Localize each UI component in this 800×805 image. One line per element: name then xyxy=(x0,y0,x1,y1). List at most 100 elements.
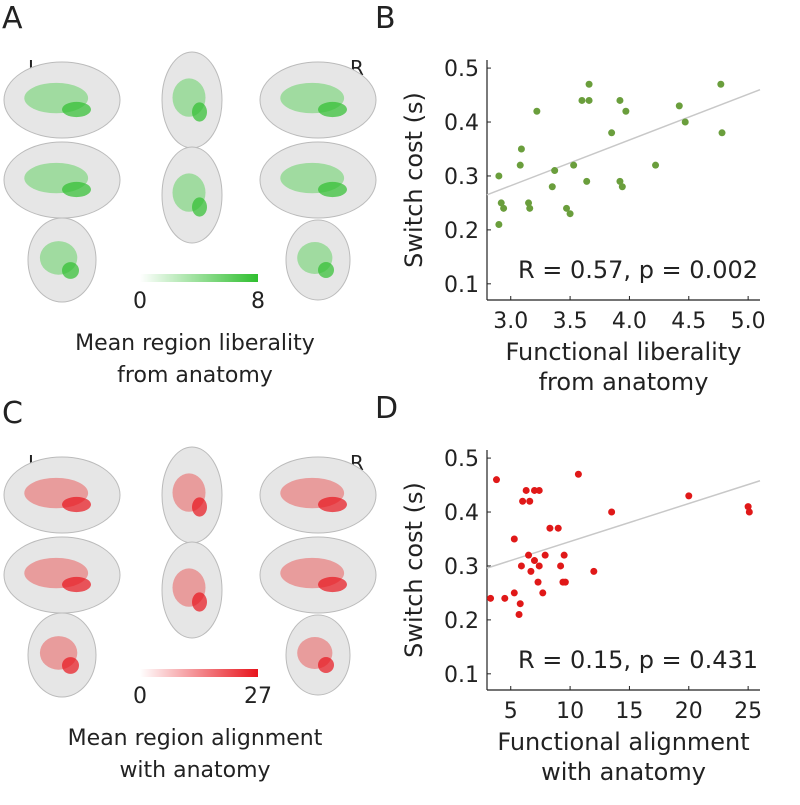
brain-region xyxy=(318,657,334,673)
stat-annotation: R = 0.57, p = 0.002 xyxy=(518,256,758,284)
scatter-point xyxy=(551,167,559,175)
scatter-point xyxy=(622,107,630,115)
scatter-point xyxy=(590,567,598,575)
brain-region xyxy=(62,496,91,513)
x-axis-label: Functional liberality xyxy=(506,338,742,366)
x-tick-label: 15 xyxy=(615,699,643,724)
scatter-point xyxy=(517,145,525,153)
scatter-point xyxy=(500,204,508,212)
scatter-point xyxy=(516,161,524,169)
scatter-point xyxy=(585,96,593,104)
panel-letter: D xyxy=(375,391,398,426)
x-tick-label: 10 xyxy=(556,699,584,724)
scatter-point xyxy=(608,508,616,516)
scatter-point xyxy=(533,107,541,115)
colorbar-tick-label: 0 xyxy=(133,289,147,314)
y-tick-label: 0.2 xyxy=(444,609,479,634)
scatter-point xyxy=(527,567,535,575)
scatter-point xyxy=(510,535,518,543)
panel-letter: C xyxy=(2,396,23,431)
scatter-point xyxy=(561,578,569,586)
scatter-point xyxy=(534,578,542,586)
y-tick-label: 0.1 xyxy=(444,663,479,688)
scatter-point xyxy=(492,476,500,484)
scatter-point xyxy=(541,551,549,559)
y-tick-label: 0.4 xyxy=(444,501,479,526)
y-tick-label: 0.4 xyxy=(444,111,479,136)
y-axis-label: Switch cost (s) xyxy=(400,92,428,268)
brain-region xyxy=(192,592,207,612)
brain-region xyxy=(318,262,334,278)
scatter-point xyxy=(530,557,538,565)
x-tick-label: 20 xyxy=(675,699,703,724)
x-tick-label: 25 xyxy=(734,699,762,724)
caption: Mean region alignment xyxy=(68,726,323,751)
scatter-point xyxy=(681,118,689,126)
fit-line xyxy=(486,88,761,196)
y-tick-label: 0.5 xyxy=(444,57,479,82)
scatter-point xyxy=(745,508,753,516)
scatter-point xyxy=(574,470,582,478)
scatter-point xyxy=(717,80,725,88)
brain-region xyxy=(318,181,347,198)
scatter-point xyxy=(557,562,565,570)
scatter-point xyxy=(718,129,726,137)
brain-region xyxy=(62,576,91,593)
scatter-point xyxy=(616,177,624,185)
scatter-point xyxy=(546,524,554,532)
scatter-point xyxy=(525,551,533,559)
scatter-point xyxy=(525,199,533,207)
scatter-point xyxy=(570,161,578,169)
scatter-point xyxy=(652,161,660,169)
y-tick-label: 0.2 xyxy=(444,219,479,244)
scatter-point xyxy=(535,486,543,494)
scatter-point xyxy=(675,102,683,110)
brain-region xyxy=(318,101,347,118)
scatter-point xyxy=(495,220,503,228)
brain-region xyxy=(192,197,207,217)
scatter-point xyxy=(535,562,543,570)
scatter-point xyxy=(563,204,571,212)
caption: with anatomy xyxy=(119,758,270,783)
scatter-point xyxy=(487,594,495,602)
brain-region xyxy=(62,262,79,279)
scatter-point xyxy=(578,96,586,104)
caption: from anatomy xyxy=(117,363,273,388)
scatter-point xyxy=(510,589,518,597)
x-axis-label: from anatomy xyxy=(539,368,709,396)
scatter-point xyxy=(685,492,693,500)
scatter-point xyxy=(554,524,562,532)
scatter-point xyxy=(583,177,591,185)
x-tick-label: 5 xyxy=(504,699,518,724)
colorbar xyxy=(140,669,258,677)
scatter-point xyxy=(608,129,616,137)
scatter-point xyxy=(501,594,509,602)
y-tick-label: 0.1 xyxy=(444,273,479,298)
x-axis-label: with anatomy xyxy=(541,758,706,786)
scatter-point xyxy=(526,204,534,212)
fit-line xyxy=(486,480,761,569)
x-tick-label: 5.0 xyxy=(731,309,766,334)
scatter-point xyxy=(566,210,574,218)
scatter-point xyxy=(618,183,626,191)
x-tick-label: 3.0 xyxy=(493,309,528,334)
panel-letter: B xyxy=(375,1,396,36)
colorbar-tick-label: 0 xyxy=(133,684,147,709)
y-tick-label: 0.5 xyxy=(444,447,479,472)
x-tick-label: 4.0 xyxy=(612,309,647,334)
brain-region xyxy=(318,496,347,513)
colorbar xyxy=(140,274,258,282)
scatter-point xyxy=(522,486,530,494)
colorbar-tick-label: 27 xyxy=(244,684,272,709)
x-axis-label: Functional alignment xyxy=(497,728,749,756)
scatter-point xyxy=(585,80,593,88)
scatter-point xyxy=(519,497,527,505)
scatter-point xyxy=(516,600,524,608)
panel-letter: A xyxy=(2,1,23,36)
brain-region xyxy=(62,657,79,674)
brain-region xyxy=(62,181,91,198)
scatter-point xyxy=(560,551,568,559)
y-axis-label: Switch cost (s) xyxy=(400,482,428,658)
stat-annotation: R = 0.15, p = 0.431 xyxy=(518,646,758,674)
